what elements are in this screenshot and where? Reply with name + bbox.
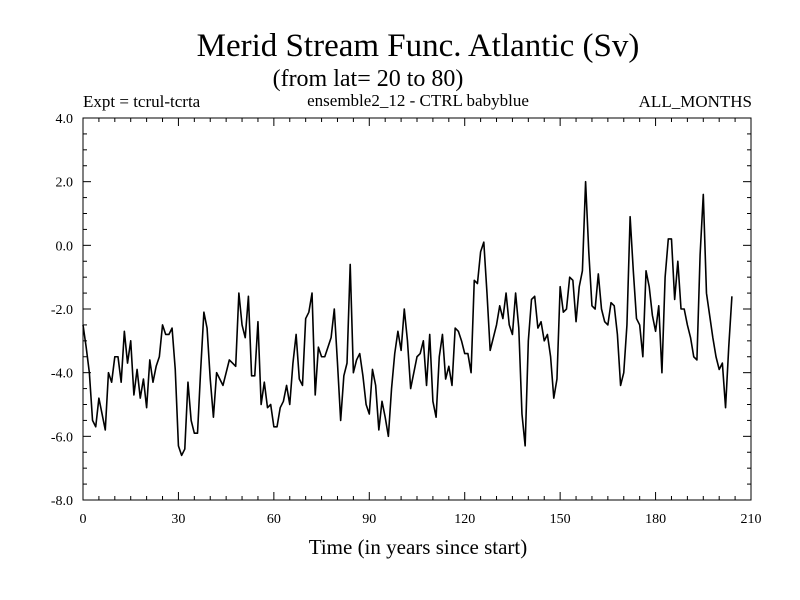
chart-subtitle: (from lat= 20 to 80) bbox=[273, 66, 464, 92]
plot-frame bbox=[82, 117, 752, 501]
y-tick-label: -6.0 bbox=[51, 430, 73, 445]
y-tick-label: -8.0 bbox=[51, 494, 73, 509]
x-tick-label: 30 bbox=[171, 512, 185, 527]
x-axis-label: Time (in years since start) bbox=[309, 535, 528, 559]
x-tick-label: 150 bbox=[550, 512, 571, 527]
header-experiment: Expt = tcrul-tcrta bbox=[83, 92, 201, 111]
y-axis: 4.0 2.0 0.0 -2.0 -4.0 -6.0 -8.0 bbox=[51, 112, 751, 509]
x-tick-label: 60 bbox=[267, 512, 281, 527]
series-line bbox=[82, 180, 733, 457]
chart-title: Merid Stream Func. Atlantic (Sv) bbox=[197, 28, 640, 64]
y-tick-label: -4.0 bbox=[51, 367, 73, 382]
x-tick-label: 180 bbox=[645, 512, 666, 527]
y-tick-label: 2.0 bbox=[56, 176, 74, 191]
header-months: ALL_MONTHS bbox=[639, 92, 752, 111]
x-tick-label: 90 bbox=[362, 512, 376, 527]
y-tick-label: 0.0 bbox=[56, 239, 74, 254]
y-tick-label: -2.0 bbox=[51, 303, 73, 318]
x-tick-label: 0 bbox=[80, 512, 87, 527]
x-tick-label: 120 bbox=[454, 512, 475, 527]
x-axis: 0 30 60 90 120 150 180 210 bbox=[80, 118, 762, 527]
header-ensemble: ensemble2_12 - CTRL babyblue bbox=[307, 91, 529, 110]
series-layer bbox=[82, 180, 733, 457]
x-tick-label: 210 bbox=[741, 512, 762, 527]
y-tick-label: 4.0 bbox=[56, 112, 74, 127]
